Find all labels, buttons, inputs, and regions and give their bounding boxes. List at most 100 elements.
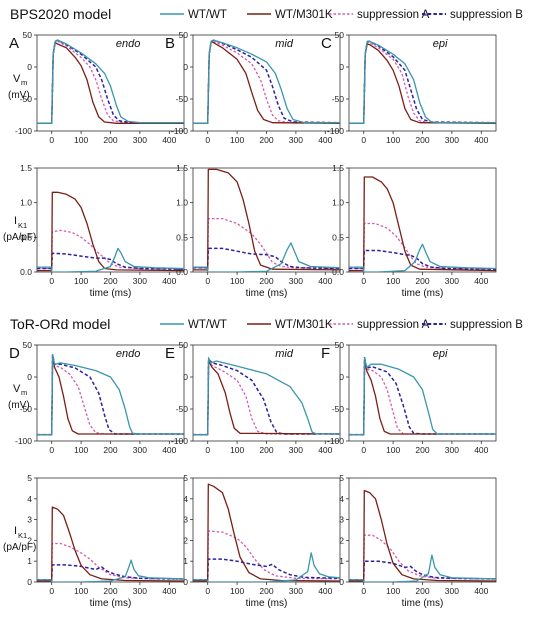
ik1-axis-label: I	[14, 525, 17, 537]
y-tick-label: 0	[339, 62, 344, 72]
y-tick-label: 0.5	[176, 232, 188, 242]
series-line-wt	[349, 357, 496, 436]
series-line-wt	[193, 357, 340, 436]
series-line-wt	[193, 39, 340, 124]
x-tick-label: 400	[474, 276, 488, 286]
y-tick-label: 1	[183, 556, 188, 566]
y-tick-label: 50	[335, 340, 345, 350]
panel-letter: D	[9, 345, 20, 362]
x-tick-label: 0	[361, 445, 366, 455]
x-tick-label: 100	[74, 586, 88, 596]
y-tick-label: -50	[20, 94, 33, 104]
x-tick-label: 0	[205, 586, 210, 596]
x-tick-label: 100	[230, 586, 244, 596]
ik1-axis-label: I	[14, 215, 17, 227]
x-tick-label: 0	[49, 445, 54, 455]
vm-axis-unit: (mV)	[8, 90, 30, 101]
x-tick-label: 100	[386, 135, 400, 145]
x-tick-label: 200	[415, 445, 429, 455]
x-tick-label: 200	[103, 586, 117, 596]
y-tick-label: -100	[327, 436, 344, 446]
x-tick-label: 400	[474, 135, 488, 145]
series-line-wt	[37, 353, 184, 436]
x-tick-label: 400	[318, 445, 332, 455]
x-tick-label: 400	[474, 586, 488, 596]
x-tick-label: 300	[133, 276, 147, 286]
y-tick-label: 1.5	[20, 163, 32, 173]
y-tick-label: 0	[27, 62, 32, 72]
x-tick-label: 200	[415, 135, 429, 145]
x-tick-label: 400	[162, 135, 176, 145]
ik1-axis-unit: (pA/pF)	[3, 542, 36, 553]
series-line-wt	[349, 554, 496, 582]
legend-label: suppression A	[357, 319, 430, 331]
x-tick-label: 200	[415, 276, 429, 286]
y-tick-label: 0	[183, 62, 188, 72]
vm-axis-unit: (mV)	[8, 400, 30, 411]
x-tick-label: 0	[49, 586, 54, 596]
x-tick-label: 0	[49, 135, 54, 145]
y-tick-label: -100	[171, 436, 188, 446]
x-tick-label: 200	[259, 445, 273, 455]
series-line-wt	[193, 242, 340, 272]
y-tick-label: 50	[335, 30, 345, 40]
y-tick-label: 1.0	[176, 198, 188, 208]
x-axis-label: time (ms)	[402, 598, 444, 609]
x-tick-label: 400	[318, 586, 332, 596]
series-line-wt	[349, 40, 496, 124]
x-axis-label: time (ms)	[246, 598, 288, 609]
y-tick-label: -50	[20, 404, 33, 414]
model-title: ToR-ORd model	[10, 316, 110, 332]
x-tick-label: 0	[361, 586, 366, 596]
y-tick-label: 50	[23, 340, 33, 350]
panel-subtitle: mid	[275, 348, 294, 360]
x-tick-label: 100	[74, 135, 88, 145]
series-line-supA	[349, 42, 496, 124]
y-tick-label: 0	[339, 577, 344, 587]
x-tick-label: 200	[103, 135, 117, 145]
x-tick-label: 200	[415, 586, 429, 596]
x-tick-label: 100	[386, 445, 400, 455]
ik1-axis-unit: (pA/pF)	[3, 232, 36, 243]
x-tick-label: 0	[361, 276, 366, 286]
y-tick-label: 0	[27, 577, 32, 587]
y-tick-label: -100	[15, 126, 32, 136]
y-tick-label: 3	[339, 515, 344, 525]
x-tick-label: 300	[445, 586, 459, 596]
x-tick-label: 400	[162, 276, 176, 286]
x-tick-label: 300	[289, 135, 303, 145]
y-tick-label: 0.0	[332, 267, 344, 277]
y-tick-label: 5	[183, 473, 188, 483]
series-line-supA	[37, 229, 184, 270]
y-tick-label: 4	[339, 494, 344, 504]
series-line-wt	[37, 559, 184, 582]
y-tick-label: 1.5	[332, 163, 344, 173]
y-tick-label: 1	[339, 556, 344, 566]
y-tick-label: 1	[27, 556, 32, 566]
panel-letter: B	[165, 35, 175, 52]
ik1-axis-label-sub: K1	[18, 531, 27, 540]
y-tick-label: 2	[27, 535, 32, 545]
series-line-wt	[37, 247, 184, 272]
y-tick-label: 0	[183, 372, 188, 382]
panel-letter: A	[9, 35, 19, 52]
x-tick-label: 100	[230, 445, 244, 455]
x-axis-label: time (ms)	[90, 598, 132, 609]
x-tick-label: 0	[205, 135, 210, 145]
x-tick-label: 200	[259, 135, 273, 145]
y-tick-label: 1.0	[20, 198, 32, 208]
x-tick-label: 0	[49, 276, 54, 286]
x-axis-label: time (ms)	[90, 288, 132, 299]
x-tick-label: 300	[445, 135, 459, 145]
y-tick-label: -100	[327, 126, 344, 136]
x-tick-label: 100	[230, 276, 244, 286]
x-tick-label: 400	[162, 586, 176, 596]
y-tick-label: 0.0	[20, 267, 32, 277]
y-tick-label: -50	[176, 94, 189, 104]
y-tick-label: 0.5	[20, 232, 32, 242]
y-tick-label: 1.0	[332, 198, 344, 208]
x-tick-label: 300	[289, 276, 303, 286]
y-tick-label: -100	[171, 126, 188, 136]
x-tick-label: 100	[74, 276, 88, 286]
